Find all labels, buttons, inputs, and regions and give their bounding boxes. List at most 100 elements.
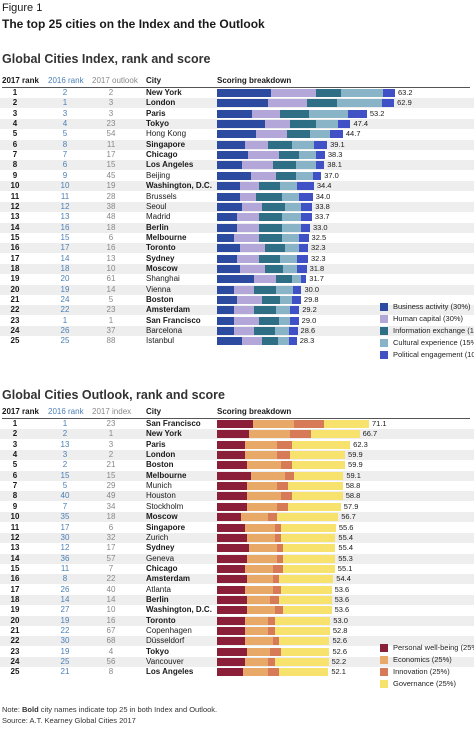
- bar-segment: [217, 575, 247, 584]
- rank-2017: 13: [10, 543, 20, 553]
- rank-2017: 25: [10, 667, 20, 677]
- bar-segment: [323, 420, 369, 428]
- column-header: 2017 rank: [2, 76, 39, 85]
- bar-segment: [307, 99, 337, 108]
- bar-segment: [217, 627, 245, 635]
- table-row: 19 27 10 Washington, D.C. 53.6: [0, 605, 474, 615]
- bar-segment: [283, 606, 332, 615]
- table-row: 25 25 88 Istanbul 28.3: [0, 336, 474, 346]
- bar-segment: [268, 668, 279, 677]
- index-2017: 23: [106, 419, 116, 428]
- bar-segment: [291, 461, 346, 470]
- table-row: 11 11 28 Brussels 34.0: [0, 192, 474, 202]
- bar-segment: [270, 595, 279, 604]
- rank-2017: 1: [12, 419, 18, 428]
- column-header: 2017 outlook: [92, 76, 138, 85]
- bar-segment: [291, 140, 315, 149]
- index-2017: 57: [106, 553, 116, 563]
- bar-segment: [276, 275, 292, 284]
- data-label: 62.3: [353, 439, 368, 449]
- rank-2016: 8: [62, 139, 68, 149]
- city-name: Washington, D.C.: [146, 605, 212, 615]
- bar-segment: [246, 502, 277, 511]
- data-label: 62.9: [397, 98, 412, 108]
- bar-segment: [217, 420, 254, 428]
- table-row: 6 15 15 Melbourne 59.1: [0, 470, 474, 481]
- index-2017: 49: [106, 491, 116, 501]
- outlook-2017: 10: [106, 263, 116, 273]
- rank-2016: 14: [60, 253, 70, 263]
- bar-segment: [281, 461, 292, 470]
- rank-2017: 20: [10, 284, 20, 294]
- table-row: 20 19 16 Toronto 53.0: [0, 615, 474, 626]
- rank-2017: 12: [10, 532, 20, 542]
- data-label: 34.0: [315, 191, 331, 201]
- index-2017: 32: [106, 532, 116, 542]
- bar-segment: [274, 327, 289, 336]
- bar-segment: [217, 120, 265, 129]
- data-label: 32.5: [311, 232, 327, 242]
- city-name: Seoul: [146, 201, 167, 211]
- bar-segment: [253, 306, 277, 315]
- bar-segment: [217, 285, 234, 294]
- city-name: Moscow: [146, 512, 178, 522]
- data-label: 47.4: [353, 119, 369, 129]
- index-2017: 56: [106, 657, 116, 667]
- bar-segment: [217, 482, 247, 491]
- data-label: 31.8: [309, 263, 325, 273]
- rank-2016: 25: [60, 657, 70, 667]
- bar-segment: [217, 254, 237, 263]
- legend-label: Governance (25%): [393, 679, 456, 688]
- rank-2016: 13: [60, 212, 70, 222]
- outlook-2017: 2: [108, 88, 114, 97]
- city-name: Vancouver: [146, 657, 184, 667]
- rank-2017: 9: [12, 170, 18, 180]
- rank-2016: 26: [60, 326, 70, 336]
- bar-segment: [217, 192, 240, 201]
- bar-segment: [217, 451, 245, 460]
- city-name: Geneva: [146, 553, 175, 563]
- legend-label: Human capital (30%): [393, 314, 464, 323]
- outlook-2017: 17: [106, 150, 116, 160]
- bar-segment: [270, 647, 282, 656]
- bar-segment: [301, 275, 307, 284]
- bar-segment: [264, 244, 285, 253]
- bar-segment: [268, 627, 275, 635]
- data-label: 44.7: [345, 129, 361, 139]
- bar-segment: [246, 606, 275, 615]
- data-label: 59.1: [346, 470, 361, 480]
- city-name: Zurich: [146, 532, 169, 542]
- city-name: Chicago: [146, 150, 178, 160]
- rank-2017: 24: [10, 326, 20, 336]
- bar-segment: [253, 285, 277, 294]
- table-row: 16 8 22 Amsterdam 54.4: [0, 574, 474, 585]
- bar-segment: [301, 202, 313, 211]
- rank-2017: 13: [10, 212, 20, 222]
- rank-2016: 15: [60, 232, 70, 242]
- table-row: 5 5 54 Hong Kong 44.7: [0, 129, 474, 139]
- legend-swatch: [380, 327, 388, 335]
- rank-2017: 22: [10, 636, 20, 646]
- bar-segment: [233, 233, 260, 242]
- data-label: 30.0: [304, 284, 320, 294]
- bar-segment: [244, 451, 277, 460]
- city-name: Barcelona: [146, 326, 183, 336]
- bar-segment: [278, 316, 291, 325]
- city-name: Tokyo: [146, 119, 169, 129]
- rank-2016: 9: [62, 170, 68, 180]
- bar-segment: [315, 120, 339, 129]
- table-row: 1 2 2 New York 63.2: [0, 88, 474, 98]
- table-row: 2 1 3 London 62.9: [0, 98, 474, 109]
- bar-segment: [256, 192, 282, 201]
- rank-2016: 12: [60, 543, 70, 553]
- city-name: Boston: [146, 295, 174, 304]
- bar-segment: [347, 109, 367, 118]
- rank-2017: 17: [10, 584, 20, 594]
- outlook-2017: 19: [106, 181, 116, 191]
- bar-segment: [217, 109, 253, 118]
- table-row: 15 11 7 Chicago 55.1: [0, 564, 474, 574]
- bar-segment: [236, 213, 260, 222]
- rank-2016: 14: [60, 594, 70, 604]
- table-row: 8 40 49 Houston 58.8: [0, 491, 474, 502]
- city-name: Vienna: [146, 284, 171, 294]
